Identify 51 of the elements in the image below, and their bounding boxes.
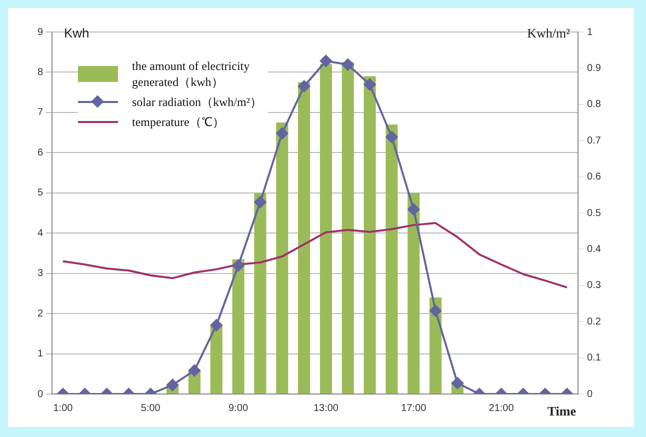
point — [408, 203, 420, 216]
bar — [364, 76, 376, 394]
y-tick-label: 2 — [37, 308, 44, 320]
bar — [210, 326, 222, 394]
point — [364, 78, 376, 90]
x-tick-label: 1:00 — [53, 402, 74, 414]
bar — [320, 64, 332, 394]
point — [386, 130, 398, 143]
x-axis-title: Time — [547, 403, 576, 418]
x-tick-label: 5:00 — [140, 402, 161, 414]
y2-tick-label: 0.9 — [587, 62, 602, 74]
y-tick-label: 0 — [37, 388, 44, 400]
y-tick-label: 8 — [37, 66, 44, 78]
y-tick-label: 7 — [37, 107, 44, 118]
point — [232, 259, 244, 272]
y2-tick-label: 0.3 — [587, 280, 602, 292]
y-tick-label: 1 — [37, 348, 44, 360]
bar — [408, 192, 420, 394]
y2-tick-label: 0.8 — [587, 99, 602, 110]
y2-tick-label: 0.2 — [587, 316, 602, 328]
x-tick-label: 17:00 — [401, 402, 427, 414]
y2-tick-label: 0.7 — [587, 135, 602, 146]
y2-tick-label: 0 — [587, 388, 593, 400]
legend-label: temperature（℃） — [132, 114, 224, 130]
bar — [276, 122, 288, 394]
bar — [386, 124, 398, 394]
point — [320, 54, 332, 67]
y-tick-label: 4 — [37, 228, 44, 239]
bar — [254, 192, 266, 394]
bar — [298, 82, 310, 394]
y2-tick-label: 0.4 — [587, 244, 602, 255]
bar — [342, 62, 354, 394]
y2-tick-label: 0.5 — [587, 208, 602, 219]
bar — [232, 259, 244, 394]
y-tick-label: 3 — [37, 268, 44, 280]
y2-tick-label: 0.6 — [587, 172, 602, 183]
legend-label: solar radiation（kwh/m²） — [132, 94, 262, 110]
y-axis-title: Kwh — [64, 26, 90, 41]
point — [254, 196, 266, 208]
point — [276, 127, 288, 140]
x-tick-label: 21:00 — [488, 402, 514, 414]
y2-tick-label: 0.1 — [587, 352, 602, 364]
point — [298, 80, 310, 92]
point — [342, 58, 354, 71]
y-tick-label: 9 — [37, 26, 44, 38]
x-tick-label: 13:00 — [313, 402, 339, 414]
y-tick-label: 5 — [37, 188, 44, 199]
y-tick-label: 6 — [37, 147, 44, 158]
y2-axis-title: Kwh/m² — [527, 25, 570, 40]
x-tick-label: 9:00 — [228, 402, 248, 414]
y2-tick-label: 1 — [587, 26, 593, 38]
